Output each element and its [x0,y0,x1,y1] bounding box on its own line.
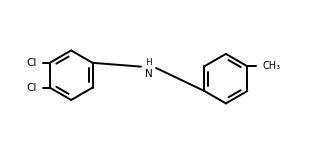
Text: Cl: Cl [26,83,37,93]
Text: H: H [145,58,152,67]
Text: CH₃: CH₃ [262,61,280,71]
Text: N: N [145,69,153,79]
Text: Cl: Cl [26,58,37,68]
